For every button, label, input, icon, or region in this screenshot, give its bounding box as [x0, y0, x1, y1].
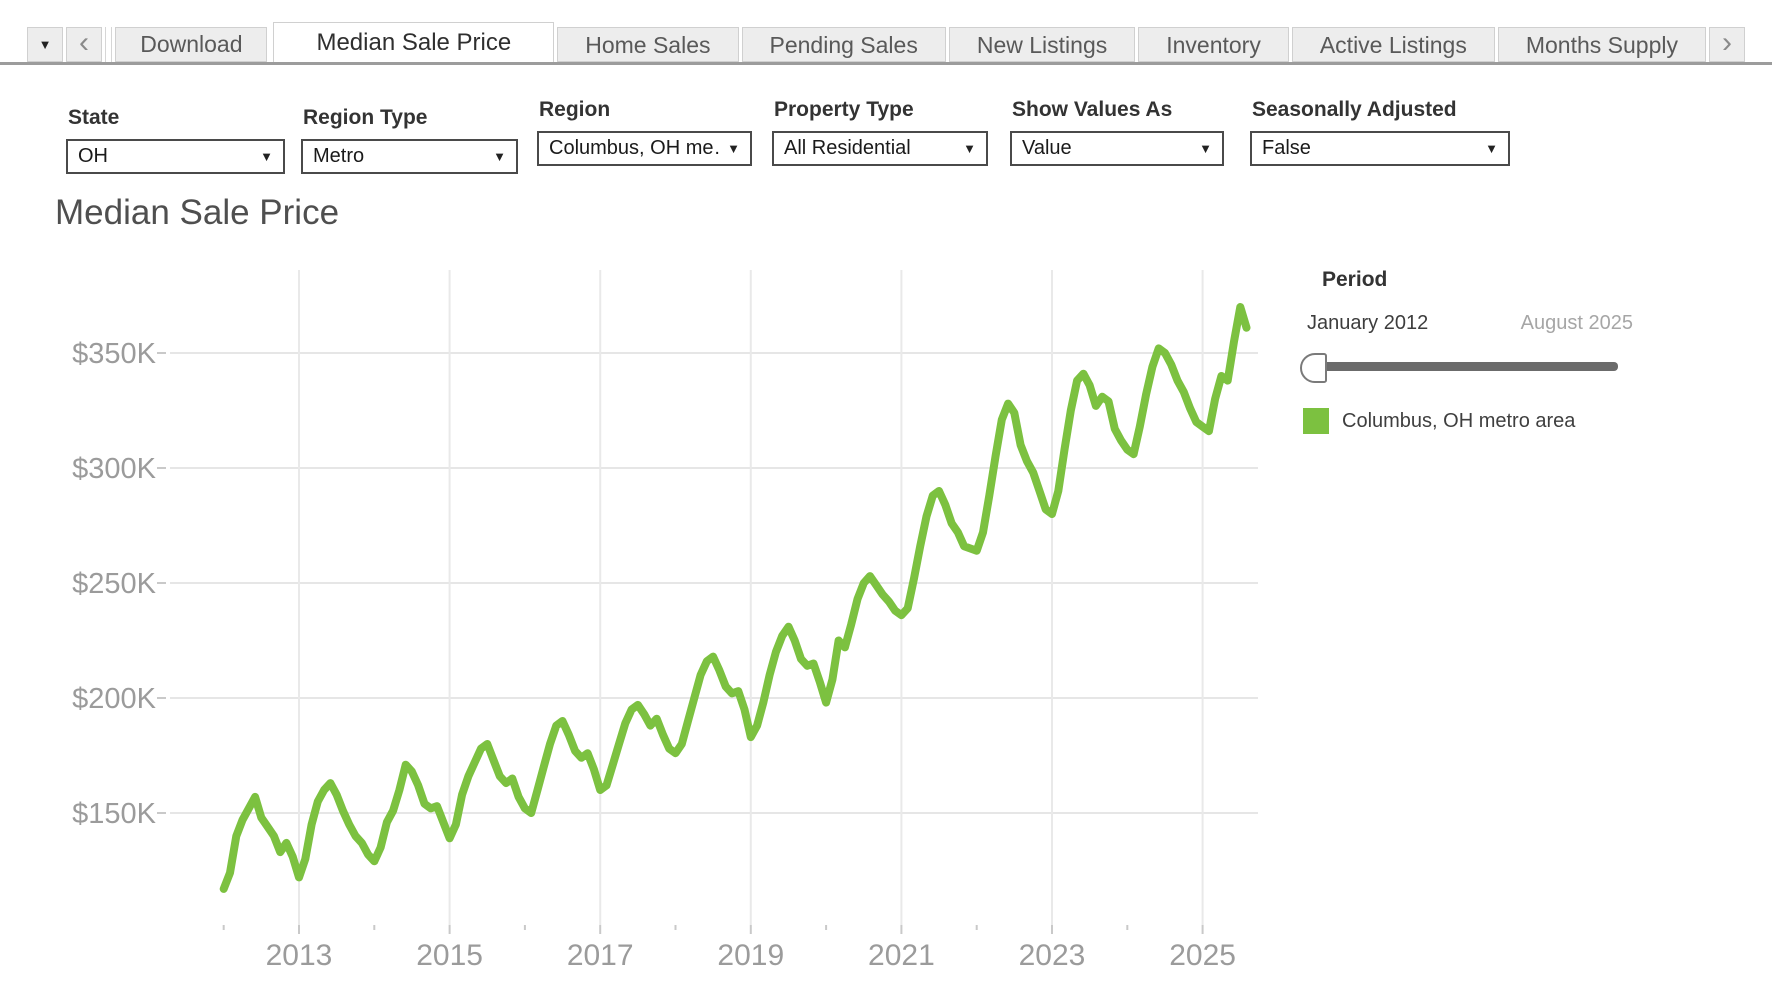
svg-text:2013: 2013: [266, 939, 333, 972]
period-start-label: January 2012: [1307, 312, 1429, 334]
scroll-tabs-right-button[interactable]: ›: [1709, 27, 1745, 62]
svg-text:2015: 2015: [416, 939, 483, 972]
svg-text:$300K: $300K: [72, 453, 157, 485]
x-axis-labels: 2013 2015 2017 2019 2021 2023 2025: [266, 939, 1236, 972]
svg-text:$250K: $250K: [72, 568, 157, 600]
selected-value: Columbus, OH me…: [549, 137, 722, 159]
caret-down-icon: ▼: [260, 149, 273, 164]
filter-label-state: State: [68, 106, 120, 129]
svg-text:2023: 2023: [1019, 939, 1086, 972]
seasonally-adjusted-select[interactable]: False ▼: [1250, 131, 1510, 166]
svg-text:2025: 2025: [1169, 939, 1236, 972]
tab-inventory[interactable]: Inventory: [1138, 27, 1289, 62]
tab-new-listings[interactable]: New Listings: [948, 27, 1136, 62]
period-end-label: August 2025: [1520, 312, 1633, 334]
chevron-left-icon: ‹: [79, 25, 89, 59]
selected-value: All Residential: [784, 137, 911, 159]
sheet-tabs: Median Sale Price Home Sales Pending Sales…: [273, 22, 1709, 62]
filter-group-seasonally-adjusted: Seasonally Adjusted False ▼: [1250, 98, 1510, 166]
filter-label-region-type: Region Type: [303, 106, 428, 129]
selected-value: OH: [78, 145, 108, 167]
caret-down-icon: ▼: [1485, 141, 1498, 156]
caret-down-icon: ▼: [963, 141, 976, 156]
y-gridlines: [170, 352, 1258, 814]
tab-bar: ▼ ‹ Download Median Sale Price Home Sales…: [0, 22, 1772, 65]
show-values-as-select[interactable]: Value ▼: [1010, 131, 1224, 166]
property-type-select[interactable]: All Residential ▼: [772, 131, 988, 166]
filter-label-property-type: Property Type: [774, 98, 914, 121]
legend: Columbus, OH metro area: [1303, 408, 1575, 434]
caret-down-icon: ▼: [1199, 141, 1212, 156]
tab-active-listings[interactable]: Active Listings: [1291, 27, 1495, 62]
state-select[interactable]: OH ▼: [66, 139, 285, 174]
filter-group-region-type: Region Type Metro ▼: [301, 106, 518, 174]
filter-group-property-type: Property Type All Residential ▼: [772, 98, 988, 166]
legend-item[interactable]: Columbus, OH metro area: [1303, 408, 1575, 434]
axis-ticks: [157, 352, 1204, 934]
price-line[interactable]: [219, 303, 1251, 893]
caret-down-icon: ▼: [493, 149, 506, 164]
filter-group-state: State OH ▼: [66, 106, 285, 174]
filter-label-show-values-as: Show Values As: [1012, 98, 1173, 121]
svg-text:2019: 2019: [717, 939, 784, 972]
period-slider-track[interactable]: [1312, 362, 1618, 371]
filter-label-region: Region: [539, 98, 611, 121]
selected-value: Value: [1022, 137, 1072, 159]
tab-months-supply[interactable]: Months Supply: [1497, 27, 1706, 62]
svg-text:2021: 2021: [868, 939, 935, 972]
chevron-right-icon: ›: [1722, 25, 1732, 59]
chart-title: Median Sale Price: [55, 193, 340, 232]
scroll-tabs-left-button[interactable]: ‹: [66, 27, 102, 62]
tab-home-sales[interactable]: Home Sales: [557, 27, 739, 62]
caret-down-icon: ▼: [38, 37, 52, 52]
svg-text:$150K: $150K: [72, 798, 157, 830]
download-button[interactable]: Download: [115, 27, 268, 62]
caret-down-icon: ▼: [727, 141, 740, 156]
period-label: Period: [1322, 268, 1388, 291]
svg-text:2017: 2017: [567, 939, 634, 972]
filter-label-seasonally-adjusted: Seasonally Adjusted: [1252, 98, 1457, 121]
legend-label: Columbus, OH metro area: [1342, 409, 1576, 432]
region-select[interactable]: Columbus, OH me… ▼: [537, 131, 752, 166]
legend-swatch: [1303, 408, 1329, 434]
chart-area[interactable]: $350K $300K $250K $200K $150K 2013 2015 2017 201…: [0, 240, 1280, 992]
svg-text:$200K: $200K: [72, 683, 157, 715]
region-type-select[interactable]: Metro ▼: [301, 139, 518, 174]
period-slider-handle[interactable]: [1300, 353, 1327, 383]
tabbar-separator: [105, 27, 113, 62]
filter-group-region: Region Columbus, OH me… ▼: [537, 98, 752, 166]
tab-pending-sales[interactable]: Pending Sales: [741, 27, 946, 62]
x-gridlines: [298, 270, 1204, 925]
selected-value: Metro: [313, 145, 365, 167]
tab-median-sale-price[interactable]: Median Sale Price: [273, 22, 555, 62]
filter-group-show-values-as: Show Values As Value ▼: [1010, 98, 1224, 166]
period-slider[interactable]: [1295, 345, 1635, 385]
y-axis-labels: $350K $300K $250K $200K $150K: [72, 338, 157, 830]
sheet-menu-button[interactable]: ▼: [27, 27, 63, 62]
svg-text:$350K: $350K: [72, 338, 157, 370]
selected-value: False: [1262, 137, 1311, 159]
period-range: January 2012 August 2025: [1307, 312, 1633, 335]
